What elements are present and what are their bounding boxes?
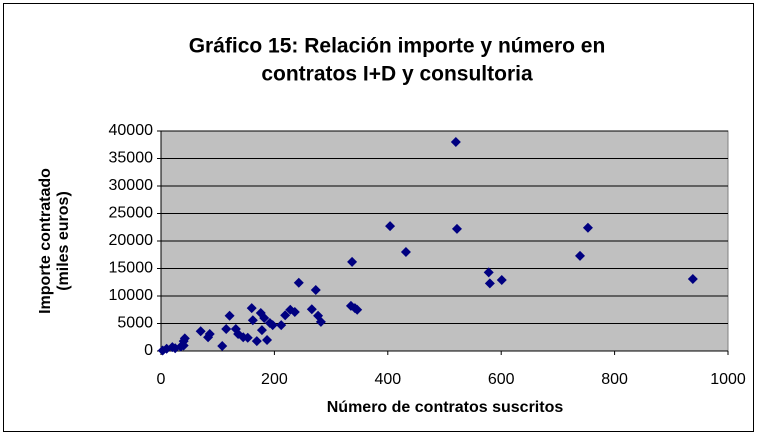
data-point [267, 320, 278, 331]
y-axis-label: (miles euros) [55, 191, 72, 291]
data-point [259, 313, 270, 323]
data-point [256, 325, 267, 336]
data-point [221, 324, 232, 334]
y-tick-label: 15000 [109, 260, 154, 277]
data-point [310, 284, 321, 295]
data-point [293, 277, 304, 288]
data-point [582, 222, 593, 233]
y-tick-label: 10000 [109, 287, 154, 304]
y-tick-label: 30000 [109, 177, 154, 194]
data-point [484, 278, 495, 289]
data-point [195, 326, 206, 337]
x-tick-label: 200 [261, 371, 288, 388]
data-point [204, 328, 215, 339]
x-tick-label: 1000 [710, 371, 746, 388]
data-point [280, 310, 291, 321]
y-tick-label: 20000 [109, 232, 154, 249]
data-point [385, 221, 396, 232]
data-point [451, 223, 462, 234]
x-tick-label: 0 [157, 371, 166, 388]
data-point [276, 320, 287, 331]
data-point [496, 275, 507, 286]
data-point [242, 332, 253, 343]
data-point [289, 306, 300, 317]
y-tick-label: 0 [144, 342, 153, 359]
chart-title: Gráfico 15: Relación importe y número en [189, 35, 606, 58]
data-point [251, 336, 262, 347]
x-tick-label: 400 [374, 371, 401, 388]
y-tick-label: 40000 [109, 122, 154, 139]
data-point [179, 333, 190, 344]
data-point [262, 335, 273, 345]
data-point [347, 256, 358, 267]
x-tick-label: 800 [601, 371, 628, 388]
data-point [687, 273, 698, 284]
data-point [246, 303, 257, 314]
x-tick-label: 600 [488, 371, 515, 388]
y-tick-label: 35000 [109, 150, 154, 167]
data-point [306, 304, 317, 315]
y-axis-label: Importe contratado [37, 168, 54, 314]
data-point [450, 137, 461, 147]
chart-title: contratos I+D y consultoria [261, 63, 533, 86]
y-tick-label: 5000 [117, 315, 153, 332]
data-point [483, 267, 494, 278]
data-point [575, 250, 586, 261]
x-axis-label: Número de contratos suscritos [327, 399, 564, 416]
y-tick-label: 25000 [109, 205, 154, 222]
data-point [178, 340, 189, 351]
data-point [224, 310, 235, 321]
data-point [352, 304, 363, 315]
data-point [247, 315, 258, 326]
data-point [400, 247, 411, 257]
data-point [315, 316, 326, 327]
data-point [217, 341, 228, 352]
